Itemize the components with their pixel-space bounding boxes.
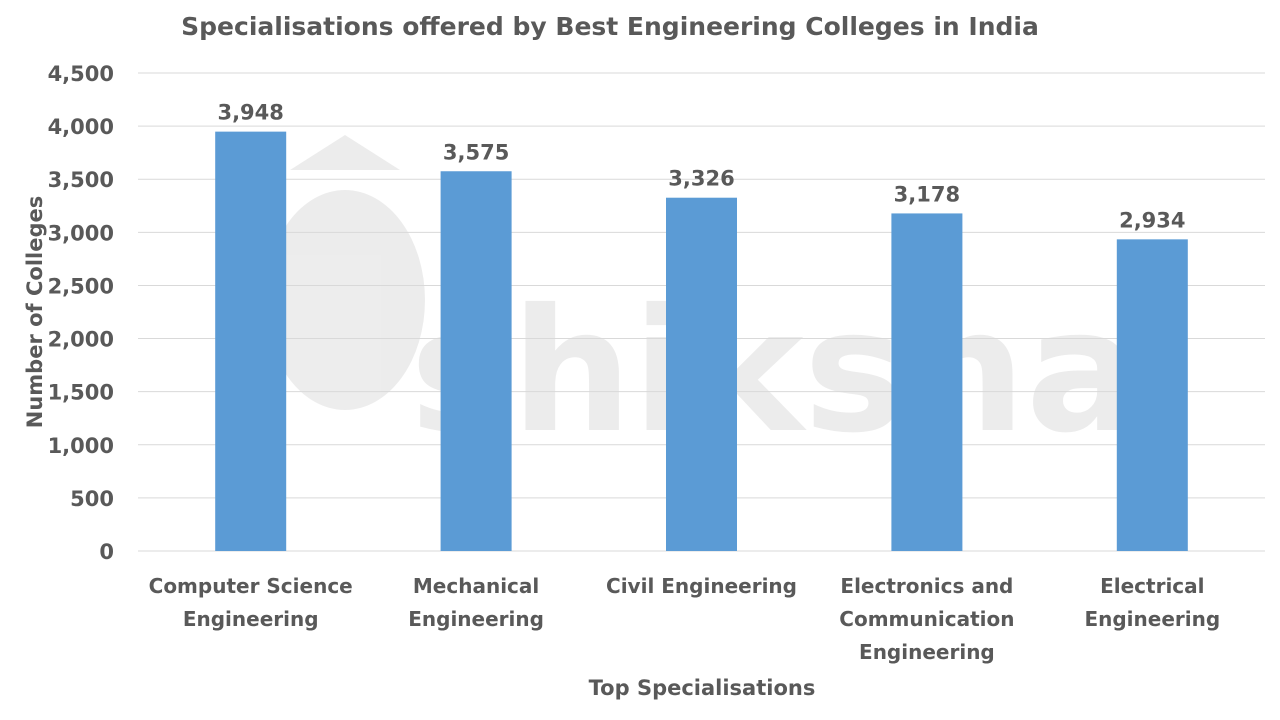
bar xyxy=(666,197,737,551)
data-label: 3,178 xyxy=(894,182,960,206)
y-tick-label: 1,500 xyxy=(48,381,114,405)
y-tick-label: 4,500 xyxy=(48,62,114,86)
bar xyxy=(891,213,963,551)
x-tick-label: Electrical xyxy=(1100,574,1204,598)
svg-text:shiksha: shiksha xyxy=(410,273,1140,471)
chart-title: Specialisations offered by Best Engineer… xyxy=(181,12,1039,41)
x-axis-label: Top Specialisations xyxy=(589,676,816,700)
y-tick-label: 0 xyxy=(99,540,114,564)
y-tick-label: 2,000 xyxy=(48,328,114,352)
bar xyxy=(440,171,512,551)
y-tick-label: 3,500 xyxy=(48,168,114,192)
data-label: 2,934 xyxy=(1119,208,1185,232)
shiksha-watermark-logo: shiksha xyxy=(265,135,1140,471)
data-label: 3,575 xyxy=(443,140,509,164)
x-tick-label: Engineering xyxy=(183,607,319,631)
data-label: 3,326 xyxy=(668,167,734,191)
y-tick-label: 3,000 xyxy=(48,221,114,245)
y-axis-label: Number of Colleges xyxy=(23,196,47,428)
x-tick-label: Computer Science xyxy=(149,574,353,598)
x-tick-label: Electronics and xyxy=(840,574,1013,598)
x-tick-label: Engineering xyxy=(408,607,544,631)
data-label: 3,948 xyxy=(217,101,283,125)
x-tick-label: Communication xyxy=(839,607,1014,631)
x-tick-label: Mechanical xyxy=(413,574,539,598)
x-tick-label: Engineering xyxy=(859,640,995,664)
y-tick-label: 4,000 xyxy=(48,115,114,139)
y-tick-label: 1,000 xyxy=(48,434,114,458)
x-tick-label: Engineering xyxy=(1084,607,1220,631)
bar xyxy=(215,131,287,551)
y-tick-label: 2,500 xyxy=(48,274,114,298)
y-tick-label: 500 xyxy=(70,487,114,511)
bar xyxy=(1116,239,1188,551)
x-tick-label: Civil Engineering xyxy=(606,574,797,598)
